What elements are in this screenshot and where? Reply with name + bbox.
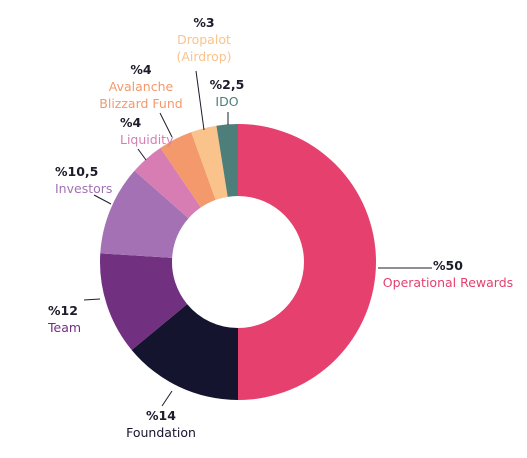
slice-name-label: Avalanche: [109, 79, 174, 94]
slice-liquidity: [134, 147, 201, 219]
leader-line: [159, 112, 173, 138]
slice-percent-label: %50: [433, 258, 463, 273]
slice-avalanche-blizzard-fund: [160, 132, 216, 208]
leader-line: [137, 148, 147, 161]
slice-team: [100, 253, 188, 350]
slice-name-label: Blizzard Fund: [99, 96, 182, 111]
slice-foundation: [131, 304, 238, 400]
slice-name-label: Dropalot: [177, 32, 231, 47]
slice-operational-rewards: [238, 124, 376, 400]
leader-line: [195, 70, 205, 131]
slice-percent-label: %10,5: [55, 164, 98, 179]
slice-percent-label: %12: [48, 303, 78, 318]
slice-percent-label: %4: [130, 62, 152, 77]
donut-slices: [100, 124, 376, 400]
slice-name-label: (Airdrop): [176, 49, 231, 64]
slice-investors: [100, 170, 189, 258]
slice-name-label: Liquidity: [120, 132, 174, 147]
slice-labels: %50 Operational Rewards %14 Foundation %12 Te…: [47, 15, 513, 440]
leader-line: [83, 298, 101, 301]
slice-percent-label: %14: [146, 408, 176, 423]
slice-name-label: Team: [47, 320, 81, 335]
slice-percent-label: %3: [193, 15, 214, 30]
slice-name-label: Investors: [55, 181, 112, 196]
slice-percent-label: %2,5: [210, 77, 245, 92]
leader-line: [93, 194, 112, 205]
leader-lines: [83, 70, 432, 407]
slice-percent-label: %4: [120, 115, 142, 130]
slice-name-label: Foundation: [126, 425, 196, 440]
leader-line: [161, 390, 173, 407]
slice-name-label: IDO: [215, 94, 238, 109]
slice-dropalot-airdrop: [191, 125, 228, 200]
slice-name-label: Operational Rewards: [383, 275, 513, 290]
slice-ido: [216, 124, 238, 197]
